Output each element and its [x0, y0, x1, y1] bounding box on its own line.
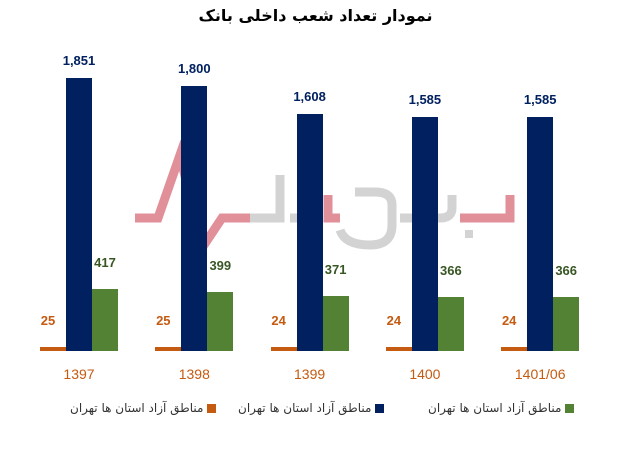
- x-axis-tick-label: 1397: [63, 366, 95, 382]
- x-axis-tick-label: 1398: [178, 366, 210, 382]
- chart-plot-area: 25 1,851 417 1397 25 1,800 399 1398 24 1,608 371 13…: [40, 53, 580, 382]
- legend-item-orange[interactable]: مناطق آزاد استان ها تهران: [70, 401, 217, 415]
- data-label: 24: [386, 313, 402, 328]
- chart-title: نمودار تعداد شعب داخلی بانک: [198, 6, 433, 25]
- bar-series-2[interactable]: [92, 289, 118, 351]
- data-label: 1,585: [408, 92, 442, 108]
- data-label: 25: [156, 313, 171, 328]
- data-label: 371: [324, 262, 347, 278]
- legend-swatch-orange: [207, 403, 217, 413]
- bar-series-2[interactable]: [207, 292, 234, 351]
- x-axis-tick-label: 1400: [409, 366, 441, 382]
- data-label: 1,608: [293, 88, 326, 104]
- data-label: 1,851: [62, 53, 96, 68]
- legend-label: مناطق آزاد استان ها تهران: [70, 401, 204, 415]
- bar-series-1[interactable]: [527, 117, 554, 351]
- bar-series-2[interactable]: [322, 296, 349, 351]
- bar-series-2[interactable]: [553, 297, 580, 351]
- legend-item-green[interactable]: مناطق آزاد استان ها تهران: [428, 401, 575, 415]
- legend-item-navy[interactable]: مناطق آزاد استان ها تهران: [238, 401, 385, 415]
- data-label: 399: [209, 258, 232, 274]
- legend-label: مناطق آزاد استان ها تهران: [428, 401, 562, 415]
- data-label: 366: [555, 263, 578, 279]
- data-label: 366: [440, 263, 462, 279]
- x-axis-tick-label: 1401/06: [514, 366, 566, 382]
- chart-legend: مناطق آزاد استان ها تهران مناطق آزاد است…: [0, 401, 631, 421]
- x-axis-tick-label: 1399: [294, 366, 326, 382]
- legend-swatch-green: [565, 403, 575, 413]
- bar-series-1[interactable]: [66, 78, 92, 351]
- bar-series-0[interactable]: [501, 347, 528, 351]
- data-label: 417: [94, 255, 116, 271]
- bar-series-1[interactable]: [411, 117, 438, 351]
- legend-label: مناطق آزاد استان ها تهران: [238, 401, 372, 415]
- bar-series-0[interactable]: [270, 347, 297, 351]
- data-label: 24: [271, 313, 286, 328]
- bar-series-2[interactable]: [437, 297, 464, 351]
- legend-swatch-navy: [375, 403, 385, 413]
- data-label: 25: [40, 313, 56, 328]
- data-label: 1,585: [523, 92, 557, 108]
- data-label: 1,800: [178, 60, 211, 76]
- data-label: 24: [501, 313, 517, 328]
- bar-series-1[interactable]: [296, 113, 323, 351]
- bar-series-0[interactable]: [40, 347, 66, 351]
- bar-series-1[interactable]: [181, 85, 208, 351]
- bar-series-0[interactable]: [155, 347, 182, 351]
- bar-series-0[interactable]: [385, 347, 412, 351]
